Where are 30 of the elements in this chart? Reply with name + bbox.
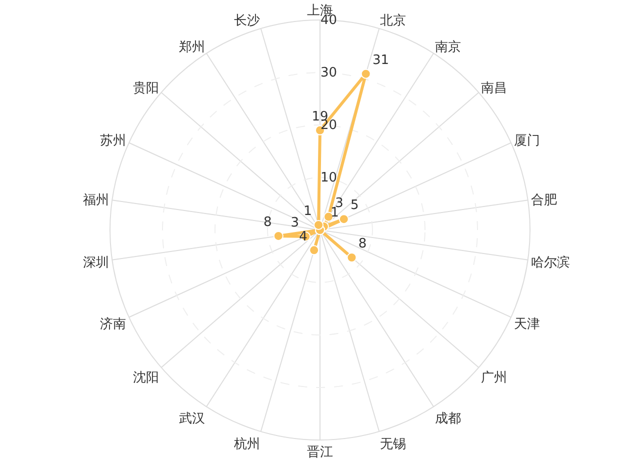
spoke-label: 深圳 — [83, 256, 110, 271]
y-tick-label: 30 — [320, 66, 338, 81]
spoke-label: 厦门 — [514, 132, 540, 149]
data-label: 8 — [264, 215, 272, 230]
spoke-label: 南京 — [435, 40, 462, 55]
spoke-label: 福州 — [83, 192, 110, 208]
spoke-label: 苏州 — [100, 134, 126, 149]
y-tick-label: 10 — [320, 170, 338, 186]
spoke-label: 成都 — [435, 412, 462, 427]
data-label: 1 — [304, 204, 312, 220]
spoke-label: 哈尔滨 — [530, 254, 570, 271]
data-label: 3 — [290, 216, 300, 231]
spoke-label: 郑州 — [178, 40, 205, 55]
spoke-label: 天津 — [514, 317, 540, 332]
data-label: 8 — [358, 236, 367, 252]
spoke-label: 南昌 — [481, 81, 508, 96]
spoke-label: 北京 — [380, 13, 406, 28]
data-label: 5 — [350, 198, 359, 214]
spoke-label: 长沙 — [234, 13, 260, 28]
spoke-label: 杭州 — [232, 437, 260, 452]
spoke-label: 济南 — [100, 317, 126, 332]
data-label: 31 — [372, 52, 390, 68]
spoke-label: 贵阳 — [132, 81, 159, 96]
spoke-label: 广州 — [481, 370, 508, 386]
data-label: 3 — [335, 196, 344, 211]
spoke-label: 武汉 — [178, 412, 205, 427]
spoke-label: 沈阳 — [132, 370, 159, 386]
spoke-label: 合肥 — [530, 192, 557, 208]
spoke-label: 晋江 — [307, 445, 333, 460]
spoke-label: 无锡 — [380, 437, 406, 452]
